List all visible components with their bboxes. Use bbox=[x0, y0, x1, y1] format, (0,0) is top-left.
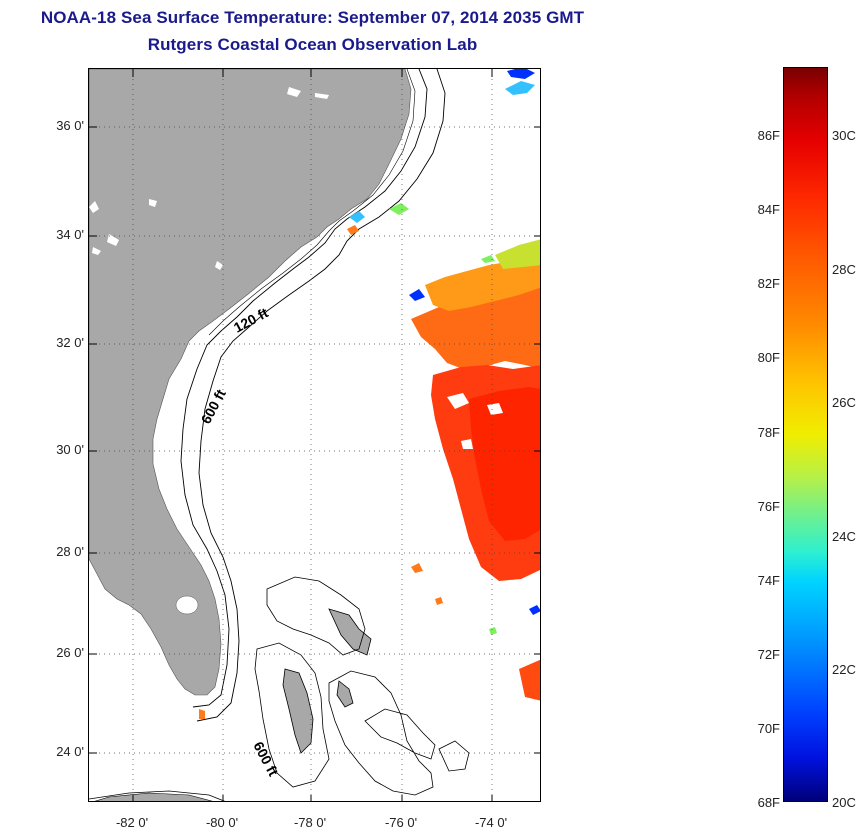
colorbar-c-26: 26C bbox=[832, 395, 856, 410]
page-subtitle: Rutgers Coastal Ocean Observation Lab bbox=[147, 35, 478, 54]
lake-okeechobee bbox=[175, 595, 199, 615]
bahamas-land bbox=[282, 608, 372, 754]
lat-label-28: 28 0' bbox=[56, 544, 84, 559]
temperature-colorbar bbox=[783, 67, 828, 802]
sst-map: 120 ft 600 ft 600 ft bbox=[88, 68, 541, 802]
bottom-land bbox=[94, 792, 213, 801]
colorbar-f-86: 86F bbox=[757, 128, 780, 143]
contour-label-600ft-south: 600 ft bbox=[250, 739, 281, 779]
colorbar-f-70: 70F bbox=[757, 721, 780, 736]
contour-label-600ft-north: 600 ft bbox=[198, 386, 229, 426]
colorbar-f-82: 82F bbox=[757, 276, 780, 291]
lon-label-78: -78 0' bbox=[293, 815, 327, 830]
lon-label-74: -74 0' bbox=[474, 815, 508, 830]
colorbar-c-30: 30C bbox=[832, 128, 856, 143]
colorbar-f-74: 74F bbox=[757, 573, 780, 588]
page-title: NOAA-18 Sea Surface Temperature: Septemb… bbox=[40, 8, 585, 27]
colorbar-c-24: 24C bbox=[832, 529, 856, 544]
contour-600ft bbox=[196, 69, 446, 722]
colorbar-c-20: 20C bbox=[832, 795, 856, 810]
colorbar-f-68: 68F bbox=[757, 795, 780, 810]
lat-label-30: 30 0' bbox=[56, 442, 84, 457]
colorbar-f-84: 84F bbox=[757, 202, 780, 217]
map-svg: 120 ft 600 ft 600 ft bbox=[89, 69, 540, 801]
us-coast-land bbox=[89, 69, 412, 696]
lon-label-76: -76 0' bbox=[384, 815, 418, 830]
contour-120ft bbox=[180, 69, 428, 708]
colorbar-f-72: 72F bbox=[757, 647, 780, 662]
sst-data-patches bbox=[199, 69, 540, 719]
contour-inner bbox=[208, 69, 416, 336]
lat-label-24: 24 0' bbox=[56, 744, 84, 759]
lat-label-26: 26 0' bbox=[56, 645, 84, 660]
colorbar-c-22: 22C bbox=[832, 662, 856, 677]
colorbar-c-28: 28C bbox=[832, 262, 856, 277]
lat-label-32: 32 0' bbox=[56, 335, 84, 350]
graticule bbox=[89, 69, 540, 801]
lon-label-82: -82 0' bbox=[115, 815, 149, 830]
colorbar-f-78: 78F bbox=[757, 425, 780, 440]
colorbar-f-80: 80F bbox=[757, 350, 780, 365]
map-ticks bbox=[89, 69, 540, 801]
lat-label-34: 34 0' bbox=[56, 227, 84, 242]
lat-label-36: 36 0' bbox=[56, 118, 84, 133]
bahamas-contours bbox=[89, 576, 470, 801]
colorbar-f-76: 76F bbox=[757, 499, 780, 514]
lon-label-80: -80 0' bbox=[205, 815, 239, 830]
